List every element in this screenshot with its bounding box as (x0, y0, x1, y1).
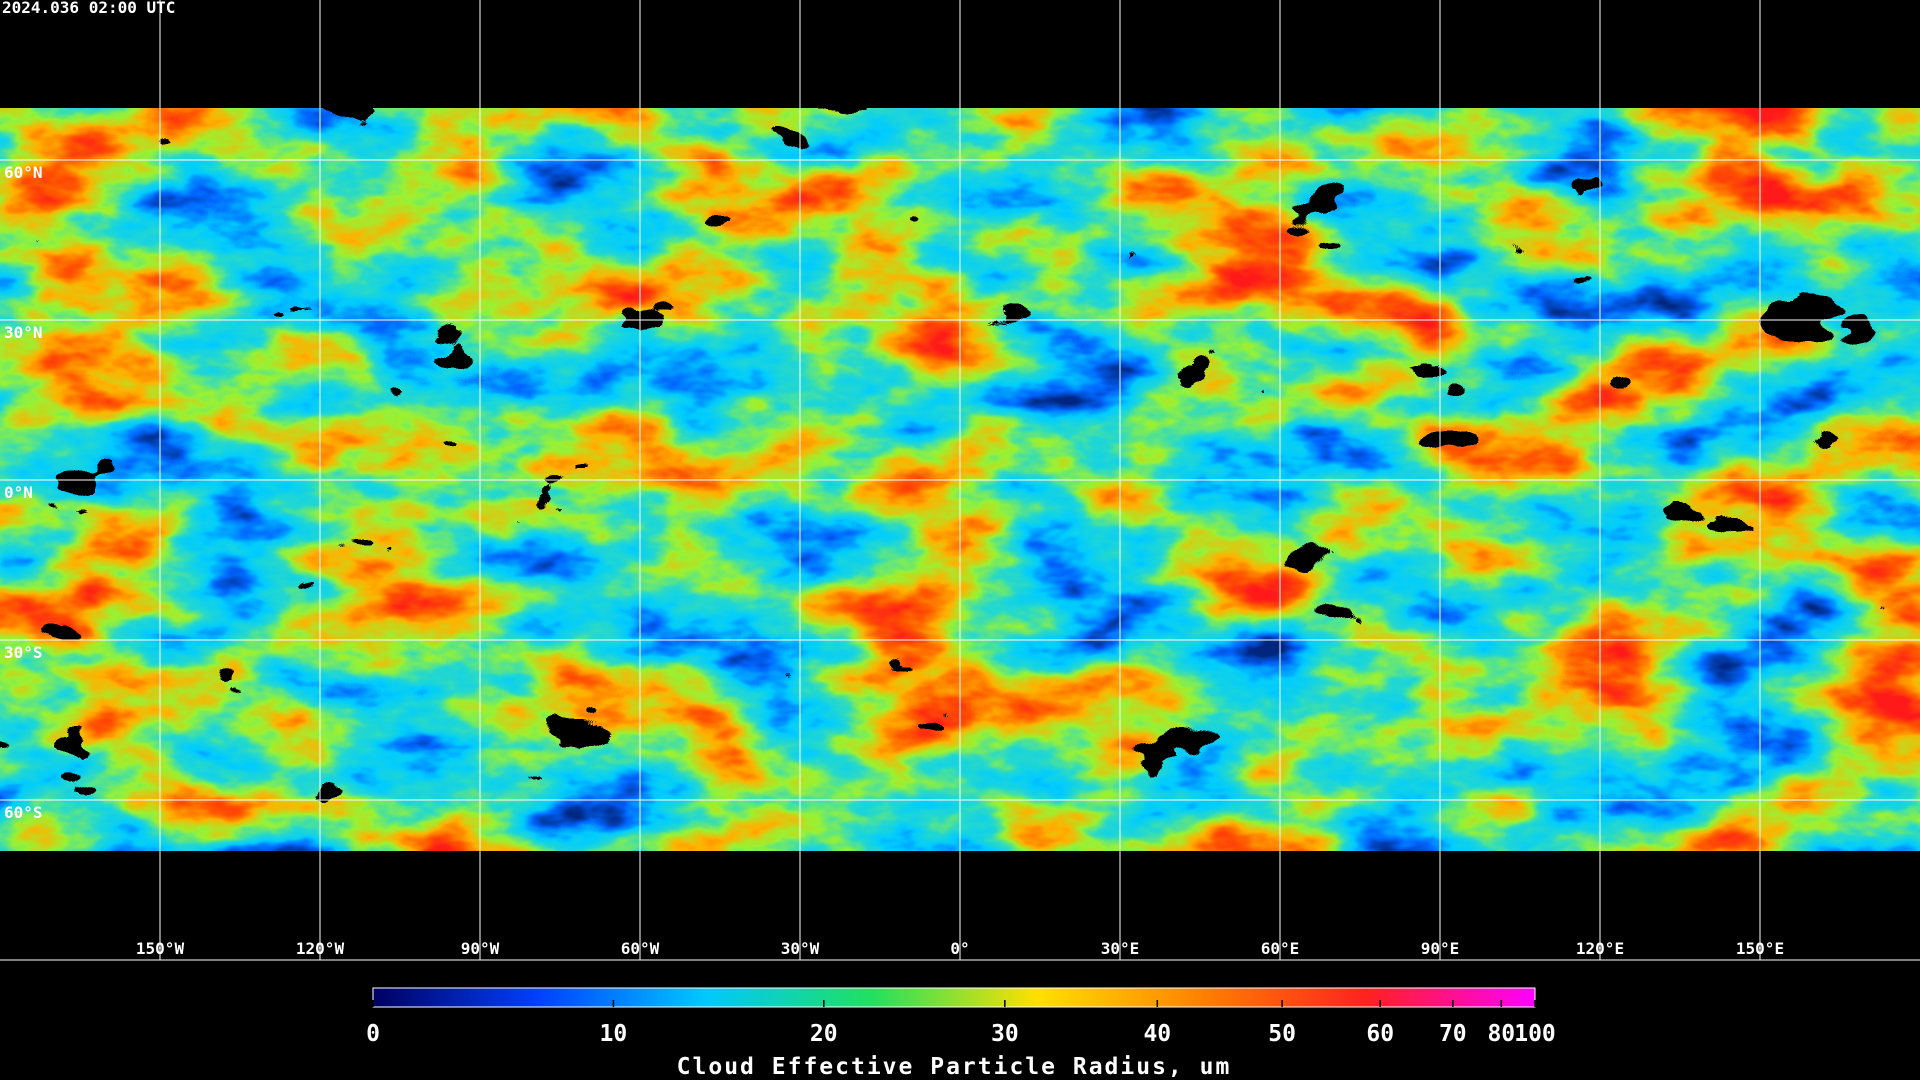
colorbar-tick-label: 10 (600, 1021, 628, 1047)
timestamp: 2024.036 02:00 UTC (2, 0, 175, 17)
colorbar-ticks: 0 10 20 30 40 50 60 70 80 100 (366, 1000, 1556, 1047)
longitude-label: 150°E (1736, 939, 1784, 958)
longitude-label: 90°W (461, 939, 500, 958)
longitude-label: 120°E (1576, 939, 1624, 958)
longitude-label: 60°E (1261, 939, 1300, 958)
colorbar-tick-label: 40 (1143, 1021, 1171, 1047)
colorbar-label: Cloud Effective Particle Radius, um (677, 1054, 1232, 1080)
longitude-label: 30°E (1101, 939, 1140, 958)
longitude-label: 0° (950, 939, 969, 958)
latitude-label: 30°N (4, 323, 43, 342)
colorbar-tick-label: 50 (1268, 1021, 1296, 1047)
longitude-label: 120°W (296, 939, 345, 958)
colorbar-tick-label: 100 (1514, 1021, 1556, 1047)
latitude-label: 30°S (4, 643, 43, 662)
colorbar-tick-label: 80 (1487, 1021, 1515, 1047)
colorbar-tick-label: 30 (991, 1021, 1019, 1047)
colorbar-tick-label: 70 (1439, 1021, 1467, 1047)
colorbar-tick-label: 0 (366, 1021, 380, 1047)
colorbar-tick-label: 60 (1366, 1021, 1394, 1047)
latitude-label: 60°N (4, 163, 43, 182)
longitude-label: 90°E (1421, 939, 1460, 958)
longitude-label: 150°W (136, 939, 185, 958)
colorbar (372, 987, 1536, 1008)
graticule: 60°N 30°N 0°N 30°S 60°S 150°W 120°W 90°W 60°W 30°… (0, 0, 1920, 960)
longitude-label: 60°W (621, 939, 660, 958)
colorbar-tick-label: 20 (810, 1021, 838, 1047)
latitude-label: 0°N (4, 483, 33, 502)
longitude-label: 30°W (781, 939, 820, 958)
latitude-label: 60°S (4, 803, 43, 822)
